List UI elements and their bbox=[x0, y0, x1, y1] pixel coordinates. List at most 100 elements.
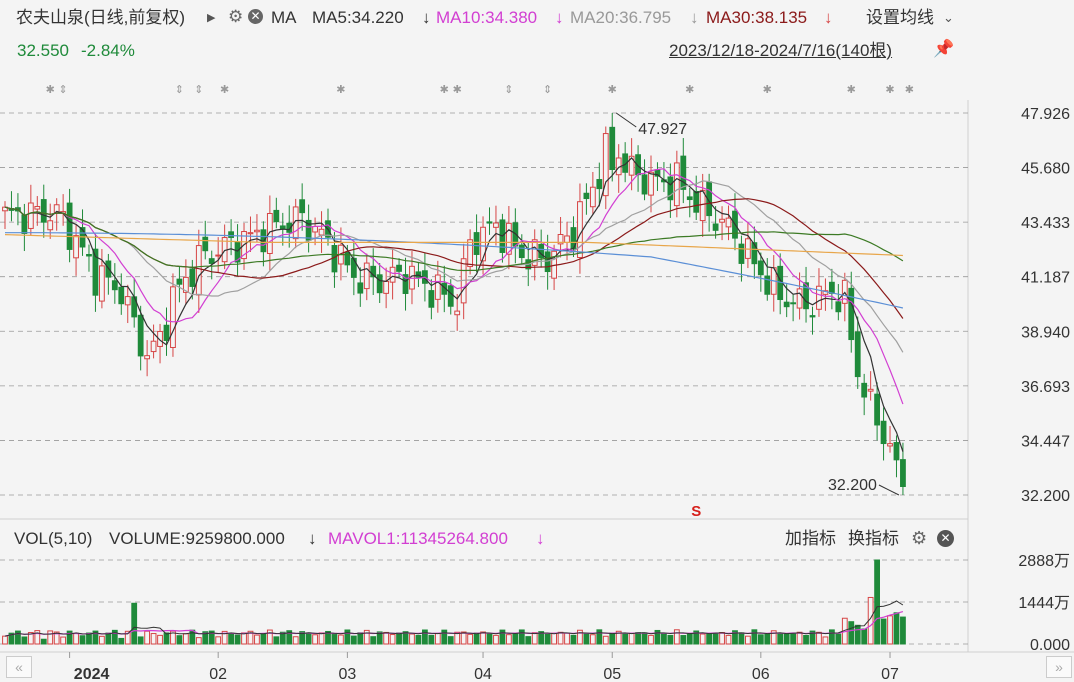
candle-body bbox=[848, 287, 855, 341]
candle-body bbox=[370, 265, 377, 278]
volume-bar bbox=[654, 629, 661, 645]
candle-body bbox=[27, 202, 34, 229]
volume-bar bbox=[53, 631, 60, 645]
pin-icon[interactable]: 📌 bbox=[933, 39, 955, 58]
ma-label: MA bbox=[271, 8, 297, 27]
candle-body bbox=[34, 205, 41, 210]
volume-bar bbox=[150, 633, 157, 645]
volume-bar bbox=[208, 630, 215, 645]
volume-bar bbox=[764, 633, 771, 645]
event-marker-icon: ✱ bbox=[608, 84, 617, 96]
candle-body bbox=[383, 280, 390, 294]
volume-bar bbox=[105, 632, 112, 645]
volume-bar bbox=[803, 634, 809, 645]
candle-body bbox=[796, 288, 803, 309]
ma5-value: MA5:34.220 bbox=[312, 8, 404, 27]
candle-body bbox=[305, 219, 312, 241]
volume-bar bbox=[699, 633, 706, 645]
volume-bar bbox=[596, 629, 603, 645]
volume-bar bbox=[486, 633, 493, 645]
candle-body bbox=[493, 222, 499, 228]
volume-bar bbox=[570, 634, 577, 645]
volume-bar bbox=[344, 629, 351, 645]
close-circle-icon[interactable]: ✕ bbox=[248, 9, 263, 24]
candle-body bbox=[279, 225, 286, 230]
volume-bar bbox=[822, 636, 829, 645]
candle-body bbox=[266, 212, 273, 254]
low-annotation-arrow bbox=[878, 484, 900, 496]
candle-body bbox=[854, 331, 861, 378]
volume-bar bbox=[473, 632, 480, 645]
ma5-arrow-icon: ↓ bbox=[422, 8, 431, 27]
play-triangle-icon[interactable]: ▶ bbox=[207, 12, 216, 24]
close-circle-icon[interactable]: ✕ bbox=[937, 530, 954, 547]
volume-bar bbox=[47, 630, 54, 645]
candle-body bbox=[486, 221, 493, 224]
scroll-left-button[interactable]: « bbox=[6, 656, 32, 678]
price-tick-label: 38.940 bbox=[1021, 324, 1070, 341]
volume-bar bbox=[467, 633, 474, 645]
volume-bar bbox=[757, 634, 764, 645]
candle-body bbox=[622, 153, 629, 173]
price-tick-label: 34.447 bbox=[1021, 433, 1070, 450]
event-marker-icon: ✱ bbox=[440, 84, 449, 96]
event-marker-icon: ✱ bbox=[905, 84, 914, 96]
candle-body bbox=[893, 442, 900, 461]
volume-bar bbox=[648, 634, 654, 645]
volume-bar bbox=[609, 632, 616, 645]
event-marker-icon: ⇕ bbox=[175, 84, 184, 96]
volume-bar bbox=[531, 632, 538, 645]
ma5-line bbox=[4, 156, 904, 452]
volume-bar bbox=[796, 631, 803, 645]
volume-bar bbox=[544, 633, 551, 645]
date-tick-label: 03 bbox=[338, 666, 356, 682]
volume-bar bbox=[628, 632, 635, 645]
volume-bar bbox=[241, 632, 247, 645]
volume-bar bbox=[299, 631, 306, 645]
volume-bar bbox=[493, 634, 499, 645]
candle-body bbox=[363, 262, 370, 290]
ma10-value: MA10:34.380 bbox=[436, 8, 538, 27]
mavol5-line bbox=[4, 600, 904, 637]
ma120-line bbox=[5, 232, 904, 309]
volume-bar bbox=[383, 631, 390, 645]
volume-bar bbox=[79, 635, 86, 645]
date-range-link[interactable]: 2023/12/18-2024/7/16(140根) bbox=[669, 41, 893, 60]
ma60-line bbox=[4, 206, 904, 272]
volume-bar bbox=[131, 602, 138, 645]
candle-body bbox=[596, 179, 603, 190]
volume-bar bbox=[447, 636, 454, 645]
ma20-arrow-icon: ↓ bbox=[690, 8, 699, 27]
candle-body bbox=[396, 264, 402, 272]
stock-title[interactable]: 农夫山泉(日线,前复权) bbox=[16, 8, 186, 27]
add-indicator-button[interactable]: 加指标 bbox=[785, 529, 836, 548]
scroll-right-button[interactable]: » bbox=[1046, 656, 1072, 678]
candle-body bbox=[641, 174, 648, 195]
chevron-down-icon[interactable]: ⌄ bbox=[943, 10, 954, 25]
candle-body bbox=[900, 459, 906, 487]
mavol-value: MAVOL1:11345264.800 bbox=[328, 529, 508, 548]
mavol-arrow-icon: ↓ bbox=[536, 529, 545, 548]
price-tick-label: 47.926 bbox=[1021, 106, 1070, 123]
swap-indicator-button[interactable]: 换指标 bbox=[848, 529, 899, 548]
candles-group bbox=[2, 112, 906, 495]
candle-body bbox=[228, 231, 234, 238]
volume-bar bbox=[900, 616, 906, 645]
gear-icon[interactable]: ⚙ bbox=[228, 7, 244, 26]
volume-bar bbox=[518, 629, 525, 645]
date-tick-label: 2024 bbox=[74, 666, 110, 682]
volume-bar bbox=[745, 635, 751, 645]
candle-body bbox=[725, 217, 732, 228]
gear-icon[interactable]: ⚙ bbox=[911, 528, 928, 548]
candle-body bbox=[286, 222, 293, 233]
volume-bar bbox=[318, 632, 325, 645]
volume-bar bbox=[124, 630, 131, 645]
volume-bar bbox=[247, 630, 254, 645]
volume-bar bbox=[111, 629, 118, 645]
volume-bar bbox=[835, 633, 842, 645]
event-marker-icon: ⇕ bbox=[194, 84, 203, 96]
volume-bar bbox=[144, 630, 151, 645]
ma-settings-button[interactable]: 设置均线 bbox=[866, 8, 934, 27]
candle-body bbox=[176, 278, 183, 285]
